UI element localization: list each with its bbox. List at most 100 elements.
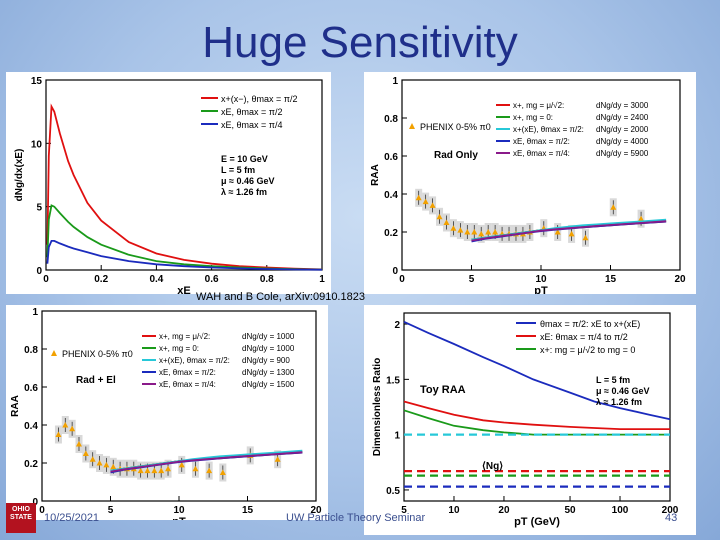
legend-value: dNg/dy = 5900 [596, 149, 649, 158]
parameter-label: L = 5 fm [221, 165, 255, 175]
data-point [62, 422, 69, 428]
y-tick-label: 0 [32, 497, 38, 508]
legend-entry: xE, θmax = π/4: [513, 149, 570, 158]
chart-top-left: 0 0.2 0.4 0.6 0.8 1051015xEdNg/dx(xE)x+(x−), … [14, 76, 325, 294]
x-tick-label: 20 [310, 505, 322, 516]
x-tick-label: 0.4 [149, 274, 163, 285]
data-point [422, 198, 429, 205]
data-point [158, 467, 165, 474]
legend-entry: x+, mg = μ/√2: [513, 101, 564, 110]
data-point [192, 465, 199, 472]
x-tick-label: 20 [674, 274, 686, 285]
y-tick-label: 15 [31, 76, 43, 87]
y-tick-label: 0.4 [24, 421, 38, 432]
data-point [165, 465, 172, 472]
series-line [46, 103, 323, 271]
legend-value: dNg/dy = 1000 [242, 344, 295, 353]
data-point [568, 230, 575, 237]
data-point [137, 467, 144, 474]
data-point [206, 467, 213, 474]
data-point [457, 227, 464, 233]
y-tick-label: 0 [36, 266, 42, 277]
data-point [178, 461, 185, 468]
legend-entry: xE, θmax = π/2: [159, 368, 216, 377]
series-line [110, 451, 303, 473]
legend-value: dNg/dy = 4000 [596, 137, 649, 146]
y-tick-label: 0.8 [24, 345, 38, 356]
university-logo: OHIO STATE [6, 503, 36, 533]
legend-entry: x+, mg = μ/√2: [159, 332, 210, 341]
y-tick-label: 0 [392, 266, 398, 277]
data-point [274, 456, 281, 462]
y-axis-label: RAA [370, 164, 381, 186]
chart-bottom-right: 5 10 20 50 100 200 0.5 1 1.5 2 pT (GeV) Dimensionle… [372, 312, 679, 528]
data-point [151, 467, 158, 474]
y-tick-label: 0.6 [384, 152, 398, 163]
legend-value: dNg/dy = 1300 [242, 368, 295, 377]
data-point [638, 215, 645, 222]
x-tick-label: 0 [399, 274, 405, 285]
y-axis-label: dNg/dx(xE) [14, 149, 25, 202]
data-point [492, 229, 499, 235]
y-axis-label: RAA [10, 395, 21, 417]
parameter-label: L = 5 fm [596, 375, 630, 385]
data-point [450, 225, 457, 231]
data-point [464, 229, 471, 235]
data-point [471, 229, 478, 235]
y-tick-label: 1 [394, 431, 400, 442]
legend-entry: x+: mg = μ/√2 to mg = 0 [540, 345, 635, 355]
panel-bottom-left: 0 5 10 15 20 0 0.2 0.4 0.6 0.8 1 pT RAA x+, mg = μ/√2… [6, 305, 328, 520]
data-legend-label: PHENIX 0-5% π0 [62, 349, 133, 359]
parameter-label: λ ≈ 1.26 fm [596, 397, 642, 407]
data-point [89, 456, 96, 462]
legend-value: dNg/dy = 2000 [596, 125, 649, 134]
legend-entry: x+(xE), θmax = π/2: [159, 356, 230, 365]
y-tick-label: 0.2 [24, 459, 38, 470]
x-axis-label: pT [172, 516, 186, 520]
legend-entry: x+(x−), θmax = π/2 [221, 94, 298, 104]
data-point [485, 229, 492, 235]
panel-top-right: 0 5 10 15 20 0 0.2 0.4 0.6 0.8 1 pT RAA x+, mg = μ/√2… [364, 72, 696, 294]
data-point [554, 229, 561, 235]
legend-entry: xE, θmax = π/2: [513, 137, 570, 146]
mode-label: Rad + El [76, 375, 116, 386]
x-tick-label: 10 [173, 505, 185, 516]
panel-bottom-right: 5 10 20 50 100 200 0.5 1 1.5 2 pT (GeV) Dimensionle… [364, 305, 696, 535]
y-tick-label: 0.5 [386, 486, 400, 497]
data-point [478, 230, 485, 237]
x-tick-label: 10 [535, 274, 547, 285]
legend-value: dNg/dy = 900 [242, 356, 290, 365]
footer-page-number: 43 [665, 512, 678, 524]
ng-label: ⟨Ng⟩ [482, 461, 503, 472]
legend-entry: x+(xE), θmax = π/2: [513, 125, 584, 134]
curve-label: Toy RAA [420, 384, 466, 396]
citation: WAH and B Cole, arXiv:0910.1823 [196, 291, 365, 303]
plot-frame [45, 79, 323, 271]
y-axis-label: Dimensionless Ratio [372, 358, 383, 456]
data-point [144, 467, 151, 474]
data-point [55, 431, 62, 437]
x-tick-label: 5 [401, 505, 407, 516]
data-point [415, 194, 422, 201]
data-point [582, 234, 589, 241]
series-line [471, 220, 667, 242]
data-point [443, 219, 450, 225]
x-tick-label: 50 [564, 505, 576, 516]
x-tick-label: 100 [612, 505, 629, 516]
x-tick-label: 5 [108, 505, 114, 516]
x-tick-label: 0 [43, 274, 49, 285]
panel-top-left: 0 0.2 0.4 0.6 0.8 1 0 5 10 15 xE dNg/dx(xE) x+(x−), … [6, 72, 331, 294]
y-tick-label: 2 [394, 320, 400, 331]
y-tick-label: 0.2 [384, 228, 398, 239]
data-point [82, 450, 89, 456]
data-point [110, 463, 117, 470]
series-line [403, 400, 670, 430]
data-point [610, 204, 617, 210]
legend-value: dNg/dy = 2400 [596, 113, 649, 122]
data-marker-legend [409, 123, 415, 129]
x-tick-label: 0 [39, 505, 45, 516]
parameter-label: μ ≈ 0.46 GeV [221, 176, 274, 186]
x-axis-label: xE [177, 285, 190, 294]
series-line [46, 240, 323, 271]
series-line [403, 320, 671, 421]
